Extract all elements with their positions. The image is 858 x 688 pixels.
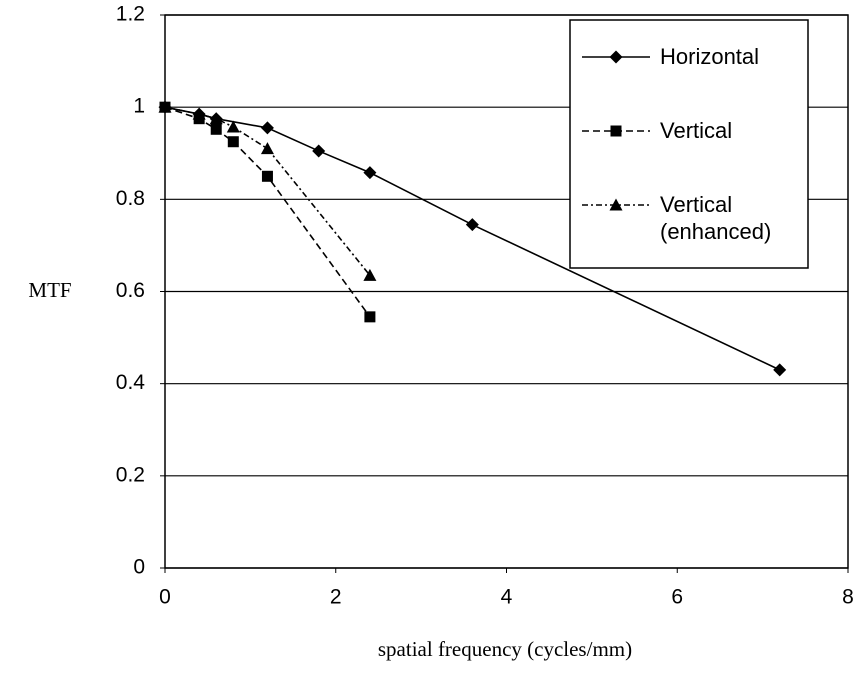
data-point xyxy=(773,363,787,377)
y-tick-label: 1.2 xyxy=(116,3,145,26)
data-point xyxy=(465,218,479,232)
data-line xyxy=(164,106,371,276)
y-tick-label: 0.6 xyxy=(116,279,145,302)
y-tick-label: 0.8 xyxy=(116,187,145,210)
x-tick-label: 8 xyxy=(842,586,854,609)
legend-marker xyxy=(610,125,622,137)
data-line xyxy=(164,106,371,318)
y-tick-label: 0.4 xyxy=(116,371,146,394)
data-point xyxy=(226,120,240,133)
data-point xyxy=(192,107,206,120)
data-point xyxy=(363,166,377,180)
legend-marker xyxy=(609,198,623,211)
x-tick-label: 2 xyxy=(330,586,342,609)
y-tick-label: 0.2 xyxy=(116,463,145,486)
data-point xyxy=(260,121,274,135)
plot-frame xyxy=(164,14,849,569)
data-point xyxy=(261,170,273,182)
legend-label: Horizontal xyxy=(660,44,760,69)
data-point xyxy=(364,311,376,323)
legend-marker xyxy=(609,50,623,64)
data-point xyxy=(260,142,274,155)
data-point xyxy=(158,100,172,113)
y-tick-label: 0 xyxy=(133,556,145,579)
y-tick-label: 1 xyxy=(133,95,145,118)
data-point xyxy=(209,112,223,125)
data-point xyxy=(227,136,239,148)
legend-box xyxy=(569,19,809,269)
x-axis-label: spatial frequency (cycles/mm) xyxy=(378,637,632,661)
data-point xyxy=(363,268,377,281)
legend-label: Vertical xyxy=(660,118,733,143)
data-point xyxy=(210,123,222,135)
x-tick-label: 0 xyxy=(159,586,171,609)
data-point xyxy=(312,144,326,158)
y-axis-label: MTF xyxy=(28,278,71,302)
x-tick-label: 6 xyxy=(671,586,683,609)
legend-label: Vertical (enhanced) xyxy=(660,192,772,244)
x-tick-label: 4 xyxy=(501,586,513,609)
